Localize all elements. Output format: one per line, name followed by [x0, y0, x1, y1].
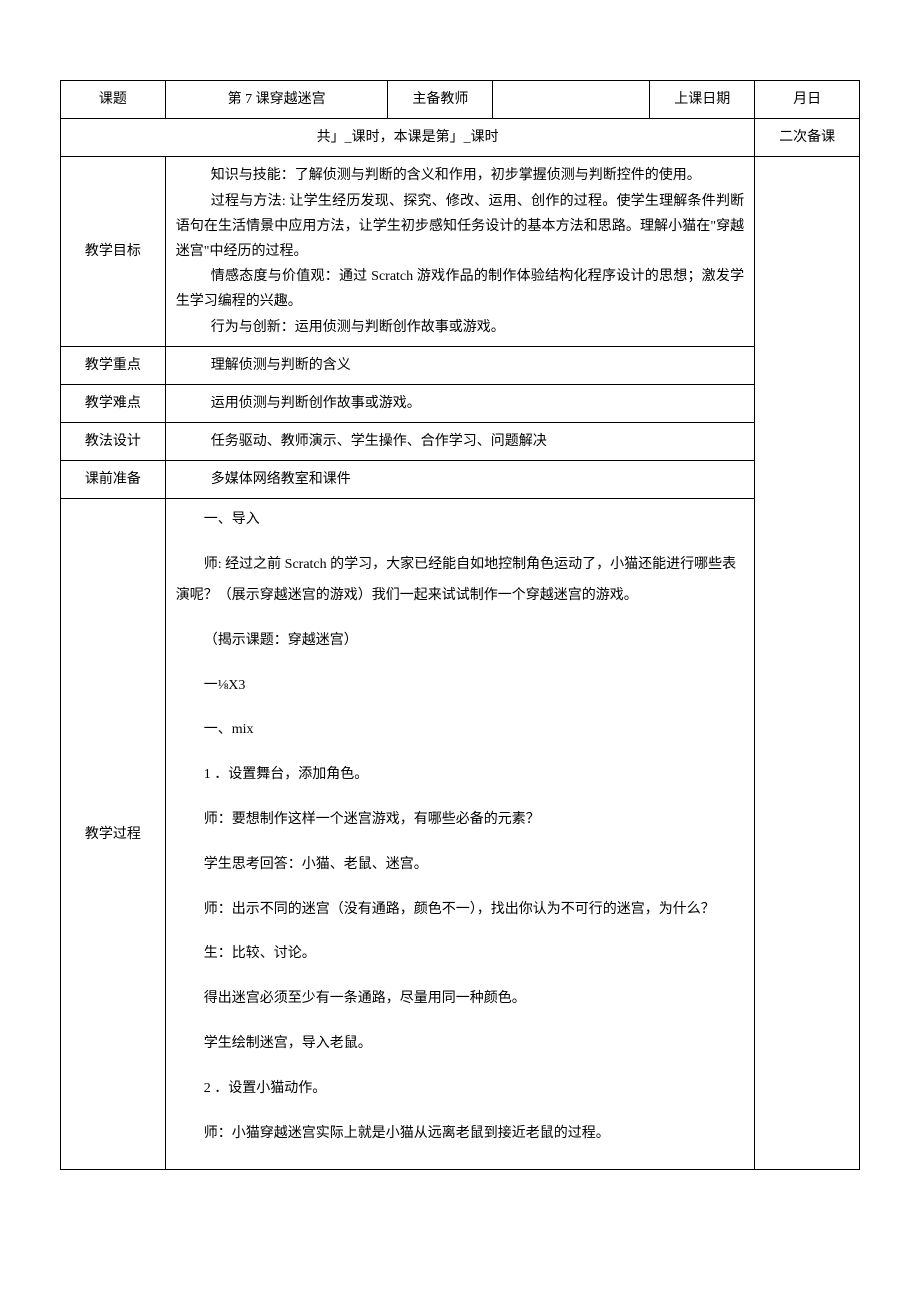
prep-text: 多媒体网络教室和课件: [176, 467, 744, 492]
header-row: 课题 第 7 课穿越迷宫 主备教师 上课日期 月日: [61, 81, 860, 119]
method-row: 教法设计 任务驱动、教师演示、学生操作、合作学习、问题解决: [61, 423, 860, 461]
process-content: 一、导入 师: 经过之前 Scratch 的学习，大家已经能自如地控制角色运动了…: [165, 499, 754, 1170]
process-label: 教学过程: [61, 499, 166, 1170]
process-p9: 师：出示不同的迷宫（没有通路，颜色不一），找出你认为不可行的迷宫，为什么？: [176, 895, 744, 926]
date-value: 月日: [755, 81, 860, 119]
objectives-content: 知识与技能：了解侦测与判断的含义和作用，初步掌握侦测与判断控件的使用。 过程与方…: [165, 157, 754, 346]
difficult-value: 运用侦测与判断创作故事或游戏。: [165, 384, 754, 422]
process-p6: 1 ．设置舞台，添加角色。: [176, 760, 744, 791]
process-p8: 学生思考回答：小猫、老鼠、迷宫。: [176, 850, 744, 881]
process-p14: 师：小猫穿越迷宫实际上就是小猫从远离老鼠到接近老鼠的过程。: [176, 1119, 744, 1150]
objectives-label: 教学目标: [61, 157, 166, 346]
date-label: 上课日期: [650, 81, 755, 119]
obj-line2: 过程与方法: 让学生经历发现、探究、修改、运用、创作的过程。使学生理解条件判断语…: [176, 189, 744, 265]
method-text: 任务驱动、教师演示、学生操作、合作学习、问题解决: [176, 429, 744, 454]
method-label: 教法设计: [61, 423, 166, 461]
notes-column: [755, 157, 860, 1170]
process-p13: 2 ．设置小猫动作。: [176, 1074, 744, 1105]
process-p10: 生：比较、讨论。: [176, 939, 744, 970]
obj-line1: 知识与技能：了解侦测与判断的含义和作用，初步掌握侦测与判断控件的使用。: [176, 163, 744, 188]
keypoint-text: 理解侦测与判断的含义: [176, 353, 744, 378]
keypoint-label: 教学重点: [61, 346, 166, 384]
process-p2: 师: 经过之前 Scratch 的学习，大家已经能自如地控制角色运动了，小猫还能…: [176, 550, 744, 612]
process-row: 教学过程 一、导入 师: 经过之前 Scratch 的学习，大家已经能自如地控制…: [61, 499, 860, 1170]
topic-label: 课题: [61, 81, 166, 119]
obj-line3: 情感态度与价值观：通过 Scratch 游戏作品的制作体验结构化程序设计的思想；…: [176, 264, 744, 314]
keypoint-value: 理解侦测与判断的含义: [165, 346, 754, 384]
teacher-label: 主备教师: [388, 81, 493, 119]
process-p3: （揭示课题：穿越迷宫）: [176, 626, 744, 657]
teacher-value: [493, 81, 650, 119]
obj-line4: 行为与创新：运用侦测与判断创作故事或游戏。: [176, 315, 744, 340]
prep-label: 课前准备: [61, 461, 166, 499]
method-value: 任务驱动、教师演示、学生操作、合作学习、问题解决: [165, 423, 754, 461]
prep-row: 课前准备 多媒体网络教室和课件: [61, 461, 860, 499]
difficult-text: 运用侦测与判断创作故事或游戏。: [176, 391, 744, 416]
notes-header: 二次备课: [755, 119, 860, 157]
difficult-row: 教学难点 运用侦测与判断创作故事或游戏。: [61, 384, 860, 422]
process-p5: 一、mix: [176, 715, 744, 746]
process-p1: 一、导入: [176, 505, 744, 536]
process-p4: 一⅛X3: [176, 671, 744, 702]
period-text: 共」_课时，本课是第」_课时: [61, 119, 755, 157]
process-p12: 学生绘制迷宫，导入老鼠。: [176, 1029, 744, 1060]
process-p7: 师：要想制作这样一个迷宫游戏，有哪些必备的元素？: [176, 805, 744, 836]
difficult-label: 教学难点: [61, 384, 166, 422]
period-row: 共」_课时，本课是第」_课时 二次备课: [61, 119, 860, 157]
lesson-plan-table: 课题 第 7 课穿越迷宫 主备教师 上课日期 月日 共」_课时，本课是第」_课时…: [60, 80, 860, 1170]
keypoint-row: 教学重点 理解侦测与判断的含义: [61, 346, 860, 384]
objectives-row: 教学目标 知识与技能：了解侦测与判断的含义和作用，初步掌握侦测与判断控件的使用。…: [61, 157, 860, 346]
prep-value: 多媒体网络教室和课件: [165, 461, 754, 499]
process-p11: 得出迷宫必须至少有一条通路，尽量用同一种颜色。: [176, 984, 744, 1015]
topic-value: 第 7 课穿越迷宫: [165, 81, 388, 119]
